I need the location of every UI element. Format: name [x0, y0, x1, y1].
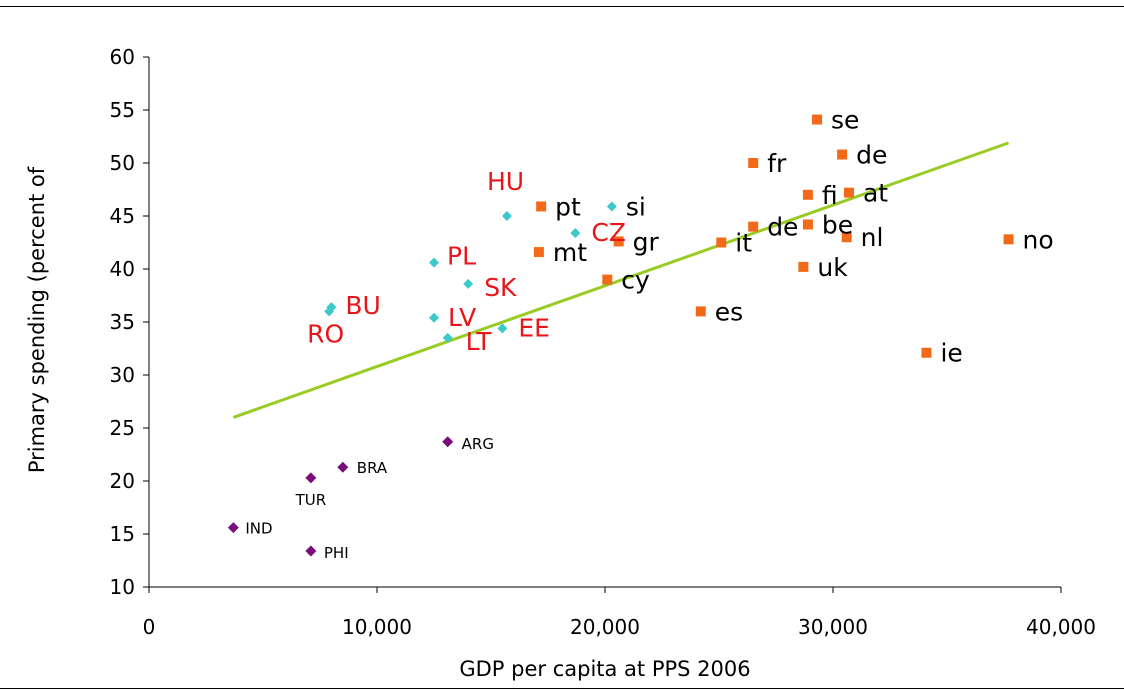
point-be [802, 219, 813, 230]
point-es [695, 306, 706, 317]
point-TUR [305, 472, 317, 484]
y-tick-label: 15 [110, 522, 135, 546]
point-label-TUR: TUR [295, 491, 327, 509]
point-label-RO: RO [307, 319, 344, 348]
point-no [1003, 234, 1014, 245]
trendline-layer [232, 141, 1010, 419]
y-tick-label: 25 [110, 416, 135, 440]
y-tick-label: 20 [110, 469, 135, 493]
point-label-de: de [767, 213, 798, 242]
point-label-es: es [715, 297, 743, 326]
y-axis-title: Primary spending (percent of [25, 166, 49, 473]
axes: 10 15 20 25 30 35 40 45 50 55 60 0 10,000 20,000 30,00… [110, 45, 1096, 639]
point-ARG [442, 436, 454, 448]
point-label-LT: LT [466, 327, 492, 356]
trendline [232, 141, 1010, 419]
x-tick-label: 10,000 [342, 615, 412, 639]
point-label-it: it [735, 229, 752, 258]
point-label-ie: ie [940, 339, 962, 368]
y-tick-label: 35 [110, 310, 135, 334]
x-axis-title: GDP per capita at PPS 2006 [459, 657, 750, 681]
point-label-mt: mt [553, 238, 587, 267]
point-CZ [570, 227, 581, 238]
point-RO [324, 306, 335, 317]
point-label-SK: SK [484, 273, 517, 302]
y-tick-label: 50 [110, 151, 135, 175]
point-label-HU: HU [487, 167, 524, 196]
y-tick-label: 45 [110, 204, 135, 228]
point-label-no: no [1023, 225, 1054, 254]
point-label-BRA: BRA [357, 459, 388, 477]
point-mt [533, 247, 544, 258]
bottom-rule [0, 688, 1124, 689]
y-tick-label: 55 [110, 98, 135, 122]
point-PHI [305, 545, 317, 557]
point-label-de: de [856, 141, 887, 170]
x-tick-label: 0 [143, 615, 156, 639]
point-de [837, 149, 848, 160]
point-gr [613, 236, 624, 247]
point-label-IND: IND [245, 520, 272, 538]
point-label-at: at [863, 179, 888, 208]
point-label-nl: nl [861, 223, 884, 252]
point-label-fr: fr [767, 149, 787, 178]
y-tick-label: 30 [110, 363, 135, 387]
point-ie [921, 347, 932, 358]
point-label-EE: EE [518, 313, 550, 342]
y-tick-label: 10 [110, 575, 135, 599]
point-IND [227, 522, 239, 534]
point-label-CZ: CZ [591, 218, 626, 247]
point-label-BU: BU [345, 291, 380, 320]
point-it [716, 237, 727, 248]
point-si [606, 201, 617, 212]
point-label-LV: LV [448, 303, 476, 332]
point-se [812, 114, 823, 125]
y-tick-label: 60 [110, 45, 135, 69]
point-label-se: se [831, 106, 859, 135]
point-label-PHI: PHI [324, 544, 349, 562]
point-PL [429, 257, 439, 268]
top-rule [0, 6, 1124, 7]
point-cy [602, 274, 613, 285]
point-at [843, 187, 854, 198]
point-label-pt: pt [555, 192, 581, 221]
x-tick-label: 40,000 [1026, 615, 1096, 639]
x-tick-label: 30,000 [798, 615, 868, 639]
point-EE [497, 323, 508, 334]
point-de [748, 221, 759, 232]
point-uk [798, 261, 809, 272]
x-tick-label: 20,000 [570, 615, 640, 639]
point-label-cy: cy [621, 266, 650, 295]
point-label-fi: fi [822, 181, 838, 210]
point-nl [841, 232, 852, 243]
point-label-be: be [822, 210, 853, 239]
point-SK [463, 278, 474, 289]
point-label-si: si [626, 192, 646, 221]
point-label-ARG: ARG [462, 435, 494, 453]
points-layer [227, 114, 1014, 557]
point-LT [442, 332, 453, 343]
point-HU [501, 211, 512, 221]
y-tick-label: 40 [110, 257, 135, 281]
point-label-PL: PL [447, 242, 476, 271]
point-fi [802, 189, 813, 200]
point-pt [536, 201, 547, 212]
point-BRA [337, 461, 349, 473]
point-label-uk: uk [817, 253, 848, 282]
point-label-gr: gr [633, 227, 660, 256]
point-LV [429, 312, 439, 323]
point-fr [748, 158, 759, 168]
